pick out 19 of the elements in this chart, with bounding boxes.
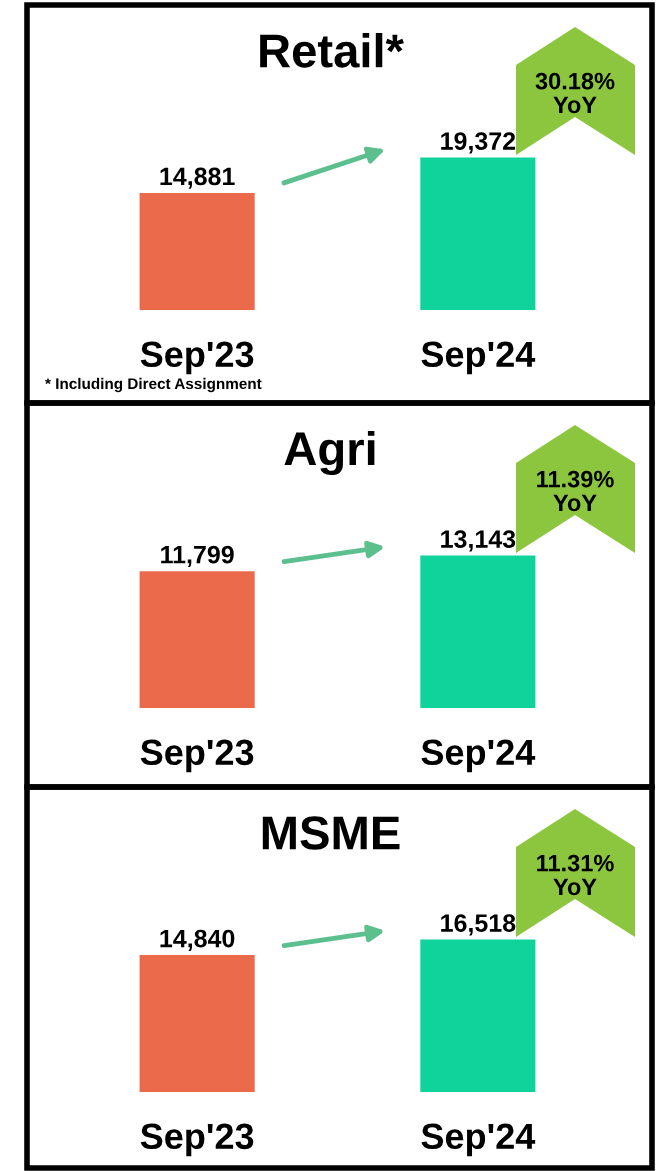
text: 11.31% YoY [537,854,614,896]
data-label: 14,881 [160,167,235,189]
data-label: 14,840 [160,929,235,951]
x-tick-label: Sep'24 [421,341,536,375]
chart-title: Retail* [260,32,404,68]
data-label: 16,518 [441,914,516,936]
chart-title: MSME [262,816,400,850]
text: 11.39% YoY [537,470,614,512]
x-tick-label: Sep'24 [421,739,536,773]
x-tick-label: Sep'23 [140,739,254,773]
text: 30.18% YoY [535,72,615,114]
chart-title: Agri [284,430,375,476]
x-tick-label: Sep'23 [140,1123,254,1157]
x-tick-label: Sep'23 [140,341,254,375]
data-label: 19,372 [441,132,516,154]
text: * Including Direct Assignment [45,377,262,393]
data-label: 11,799 [161,545,234,568]
data-label: 13,143 [441,530,516,552]
x-tick-label: Sep'24 [421,1123,536,1157]
